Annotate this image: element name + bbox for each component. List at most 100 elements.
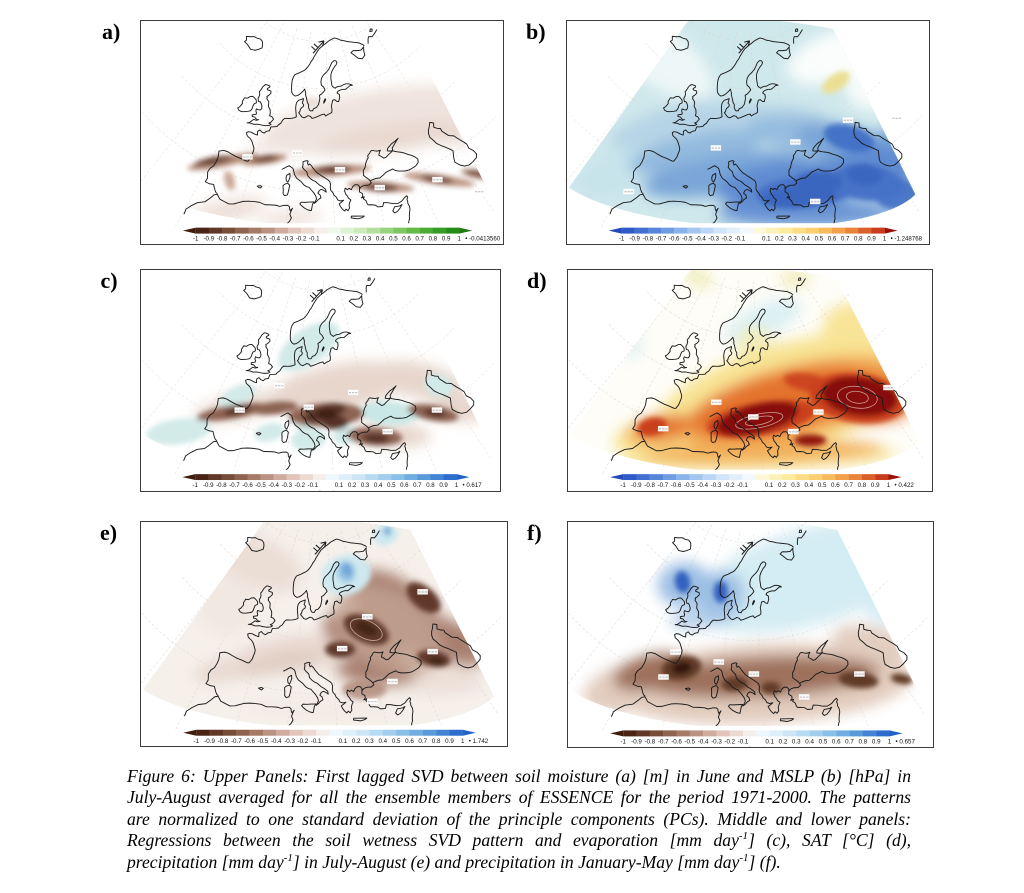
svg-text:0.4: 0.4 <box>802 236 811 243</box>
svg-text:-1: -1 <box>193 482 199 489</box>
svg-text:-1: -1 <box>619 236 625 243</box>
svg-text:-1: -1 <box>620 739 626 746</box>
svg-text:0.2: 0.2 <box>778 739 787 746</box>
svg-text:-0.4: -0.4 <box>697 482 708 489</box>
svg-text:0.4: 0.4 <box>375 236 384 243</box>
svg-text:1: 1 <box>455 482 459 489</box>
svg-text:-0.7: -0.7 <box>231 738 242 745</box>
svg-text:• -0.0413560: • -0.0413560 <box>465 236 501 243</box>
svg-text:1: 1 <box>461 738 465 745</box>
svg-text:-0.8: -0.8 <box>217 738 228 745</box>
svg-text:-0.2: -0.2 <box>722 236 733 243</box>
svg-text:0.7: 0.7 <box>841 236 850 243</box>
svg-text:0.8: 0.8 <box>857 482 866 489</box>
svg-text:-0.1: -0.1 <box>737 482 748 489</box>
svg-text:-0.9: -0.9 <box>631 739 642 746</box>
svg-text:-0.3: -0.3 <box>711 739 722 746</box>
svg-text:0.3: 0.3 <box>791 482 800 489</box>
svg-text:-1: -1 <box>620 482 626 489</box>
svg-text:-0.8: -0.8 <box>216 482 227 489</box>
svg-text:-0.2: -0.2 <box>723 482 734 489</box>
svg-text:0.9: 0.9 <box>441 236 450 243</box>
svg-text:-0.7: -0.7 <box>657 739 668 746</box>
svg-text:1: 1 <box>457 236 461 243</box>
svg-text:-0.3: -0.3 <box>710 482 721 489</box>
svg-text:-0.4: -0.4 <box>696 236 707 243</box>
svg-text:0.1: 0.1 <box>338 738 347 745</box>
svg-text:-0.9: -0.9 <box>203 236 214 243</box>
svg-text:-0.1: -0.1 <box>308 482 319 489</box>
svg-text:0.1: 0.1 <box>762 236 771 243</box>
svg-text:-0.7: -0.7 <box>229 482 240 489</box>
svg-text:0.6: 0.6 <box>405 738 414 745</box>
svg-text:-0.7: -0.7 <box>657 482 668 489</box>
svg-text:-0.5: -0.5 <box>682 236 693 243</box>
svg-text:0.5: 0.5 <box>817 482 826 489</box>
svg-text:-0.2: -0.2 <box>295 482 306 489</box>
svg-text:-0.4: -0.4 <box>697 739 708 746</box>
svg-text:0.2: 0.2 <box>776 236 785 243</box>
svg-text:0.9: 0.9 <box>868 236 877 243</box>
svg-text:0.8: 0.8 <box>858 739 867 746</box>
svg-text:-0.8: -0.8 <box>216 236 227 243</box>
svg-text:0.6: 0.6 <box>400 482 409 489</box>
svg-text:-0.8: -0.8 <box>643 236 654 243</box>
svg-text:0.4: 0.4 <box>378 738 387 745</box>
svg-text:0.6: 0.6 <box>831 739 840 746</box>
svg-text:-0.9: -0.9 <box>204 738 215 745</box>
svg-text:0.8: 0.8 <box>854 236 863 243</box>
svg-text:-0.2: -0.2 <box>295 236 306 243</box>
svg-text:• -1.248768: • -1.248768 <box>891 236 923 243</box>
svg-text:0.5: 0.5 <box>387 482 396 489</box>
svg-text:-0.3: -0.3 <box>709 236 720 243</box>
svg-text:0.1: 0.1 <box>336 236 345 243</box>
svg-text:0.8: 0.8 <box>431 738 440 745</box>
svg-text:0.1: 0.1 <box>765 739 774 746</box>
svg-text:-0.5: -0.5 <box>255 482 266 489</box>
svg-text:-0.9: -0.9 <box>203 482 214 489</box>
svg-text:-0.3: -0.3 <box>282 236 293 243</box>
svg-text:0.7: 0.7 <box>418 738 427 745</box>
svg-text:-0.1: -0.1 <box>735 236 746 243</box>
svg-text:-0.5: -0.5 <box>257 738 268 745</box>
svg-text:-0.6: -0.6 <box>671 739 682 746</box>
svg-text:-0.7: -0.7 <box>229 236 240 243</box>
svg-text:• 1.742: • 1.742 <box>468 738 488 745</box>
svg-text:1: 1 <box>883 236 887 243</box>
svg-text:-0.8: -0.8 <box>644 482 655 489</box>
svg-text:0.4: 0.4 <box>804 482 813 489</box>
svg-text:0.6: 0.6 <box>402 236 411 243</box>
svg-text:-0.2: -0.2 <box>724 739 735 746</box>
svg-text:0.7: 0.7 <box>844 482 853 489</box>
svg-text:• 0.657: • 0.657 <box>895 739 915 746</box>
svg-text:0.8: 0.8 <box>428 236 437 243</box>
svg-text:-0.9: -0.9 <box>630 236 641 243</box>
svg-text:0.2: 0.2 <box>777 482 786 489</box>
svg-text:-0.6: -0.6 <box>670 482 681 489</box>
svg-text:-0.1: -0.1 <box>308 236 319 243</box>
svg-text:• 0.617: • 0.617 <box>463 482 483 489</box>
svg-text:0.5: 0.5 <box>392 738 401 745</box>
svg-text:0.1: 0.1 <box>764 482 773 489</box>
svg-text:-0.1: -0.1 <box>310 738 321 745</box>
svg-text:0.6: 0.6 <box>828 236 837 243</box>
svg-text:0.7: 0.7 <box>413 482 422 489</box>
svg-text:0.7: 0.7 <box>845 739 854 746</box>
svg-text:0.4: 0.4 <box>805 739 814 746</box>
svg-text:-1: -1 <box>192 236 198 243</box>
svg-text:-0.6: -0.6 <box>243 236 254 243</box>
svg-text:0.3: 0.3 <box>362 236 371 243</box>
svg-text:-0.4: -0.4 <box>268 482 279 489</box>
svg-text:0.1: 0.1 <box>335 482 344 489</box>
svg-text:-0.6: -0.6 <box>244 738 255 745</box>
svg-text:1: 1 <box>887 739 891 746</box>
svg-text:1: 1 <box>886 482 890 489</box>
svg-text:-0.5: -0.5 <box>684 739 695 746</box>
svg-text:-0.1: -0.1 <box>737 739 748 746</box>
svg-text:0.5: 0.5 <box>818 739 827 746</box>
svg-text:0.3: 0.3 <box>365 738 374 745</box>
svg-text:0.5: 0.5 <box>815 236 824 243</box>
svg-text:• 0.422: • 0.422 <box>894 482 914 489</box>
svg-text:0.7: 0.7 <box>415 236 424 243</box>
svg-text:-0.3: -0.3 <box>284 738 295 745</box>
